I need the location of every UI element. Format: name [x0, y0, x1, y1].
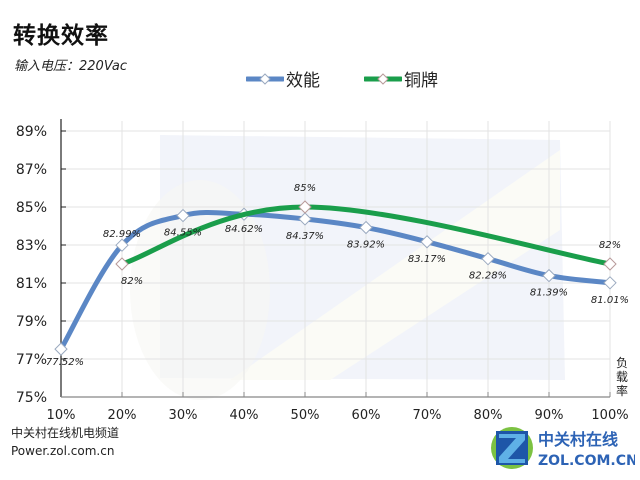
x-tick-label: 60%	[352, 408, 381, 423]
data-label: 84.55%	[164, 228, 202, 239]
y-tick-label: 77%	[16, 352, 47, 368]
legend-label-efficiency: 效能	[286, 71, 320, 91]
data-point-marker-icon	[115, 257, 129, 271]
x-tick-label: 70%	[413, 408, 442, 423]
data-point-marker-icon	[420, 235, 434, 249]
data-label: 85%	[294, 183, 316, 194]
x-tick-label: 20%	[108, 408, 137, 423]
data-point-marker-icon	[298, 212, 312, 226]
background-watermark	[130, 135, 565, 400]
data-point-marker-icon	[481, 251, 495, 266]
data-label: 81.39%	[530, 288, 568, 299]
x-tick-label: 100%	[591, 408, 628, 423]
x-tick-label: 30%	[169, 408, 198, 423]
legend-label-bronze: 铜牌	[404, 71, 438, 91]
data-point-marker-icon	[603, 276, 617, 290]
chart-subtitle: 输入电压：220Vac	[14, 59, 127, 74]
x-tick-label: 10%	[47, 408, 76, 423]
source-line-1: 中关村在线机电频道	[11, 426, 120, 440]
x-tick-label: 80%	[474, 408, 503, 423]
data-point-marker-icon	[115, 238, 129, 252]
data-label: 83.17%	[408, 254, 446, 265]
y-tick-label: 79%	[16, 314, 47, 330]
svg-text:中关村在线: 中关村在线	[538, 430, 618, 449]
data-point-marker-icon	[54, 342, 68, 356]
x-axis-title: 负载率	[616, 356, 629, 398]
x-tick-label: 40%	[230, 408, 259, 423]
data-label: 82%	[599, 240, 621, 251]
x-tick-label: 90%	[535, 408, 564, 423]
y-tick-label: 75%	[16, 390, 47, 406]
data-series	[54, 200, 617, 356]
source-credit: 中关村在线机电频道 Power.zol.com.cn	[11, 424, 119, 460]
legend-item-bronze: 铜牌	[364, 66, 438, 91]
svg-text:ZOL.COM.CN: ZOL.COM.CN	[538, 453, 635, 469]
data-point-marker-icon	[603, 257, 617, 271]
data-label: 82.28%	[469, 271, 507, 282]
data-label: 81.01%	[591, 295, 629, 306]
data-label: 83.92%	[347, 240, 385, 251]
chart-title: 转换效率	[13, 23, 109, 49]
data-point-marker-icon	[359, 220, 373, 235]
series-line-0	[58, 210, 613, 352]
y-tick-label: 85%	[16, 200, 47, 216]
legend-swatch-efficiency-icon	[246, 72, 284, 85]
data-point-marker-icon	[176, 208, 190, 223]
data-point-marker-icon	[298, 200, 312, 214]
data-label: 84.62%	[225, 224, 263, 235]
y-tick-label: 87%	[16, 162, 47, 178]
legend-item-efficiency: 效能	[246, 66, 320, 91]
data-label: 82%	[121, 276, 143, 287]
data-labels: 77.52% 82.99% 84.55% 84.62% 84.37% 83.92% 83.1…	[46, 183, 629, 368]
source-line-2: Power.zol.com.cn	[11, 444, 115, 458]
x-tick-label: 50%	[291, 408, 320, 423]
zol-logo-icon: 中关村在线 ZOL.COM.CN	[491, 427, 635, 469]
y-tick-label: 81%	[16, 276, 47, 292]
legend-swatch-bronze-icon	[364, 72, 402, 85]
data-label: 84.37%	[286, 231, 324, 242]
series-line-1	[119, 204, 613, 267]
y-tick-label: 89%	[16, 124, 47, 140]
axes: 75% 77% 79% 81% 83% 85% 87% 89% 10% 20% 30% 40% 50% 6…	[16, 119, 629, 423]
data-label: 77.52%	[46, 357, 84, 368]
y-tick-label: 83%	[16, 238, 47, 254]
data-point-marker-icon	[542, 268, 556, 283]
legend: 效能 铜牌	[246, 66, 438, 91]
data-label: 82.99%	[103, 229, 141, 240]
